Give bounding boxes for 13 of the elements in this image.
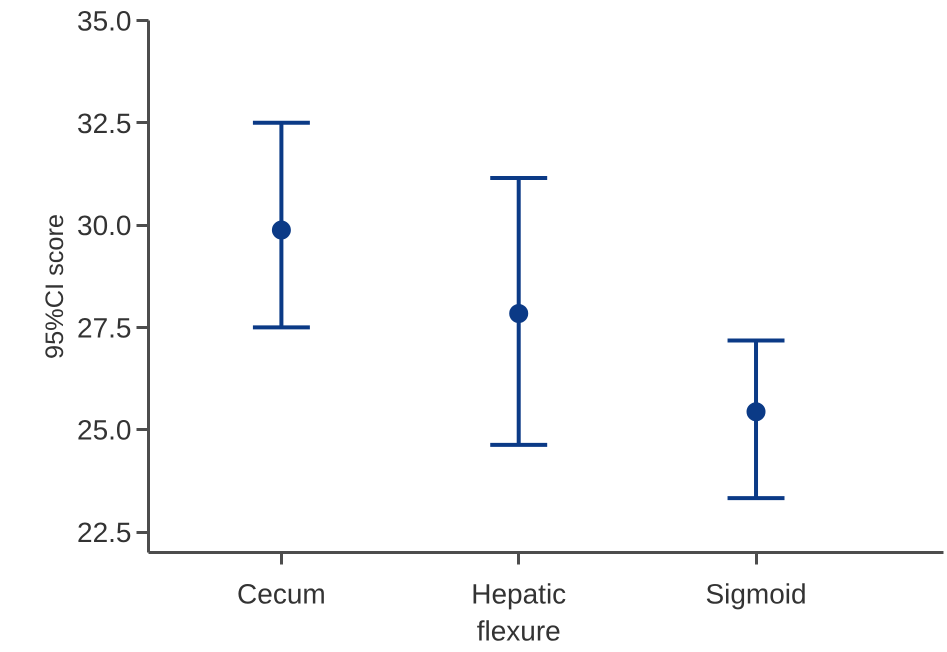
point (746, 402, 766, 422)
point (272, 220, 291, 240)
point (509, 304, 528, 323)
x-tick-label: Sigmoid (705, 578, 807, 610)
x-tick-label: Hepatic flexure (471, 578, 566, 647)
y-tick-label: 35.0 (77, 6, 132, 36)
y-tick-label: 27.5 (77, 312, 132, 344)
y-tick-label: 25.0 (77, 414, 132, 446)
y-tick-label: 22.5 (77, 517, 132, 548)
y-axis-title: 95%CI score (41, 214, 70, 359)
y-tick-label: 30.0 (77, 210, 132, 242)
x-tick-label: Cecum (237, 578, 326, 610)
y-tick-label: 32.5 (77, 108, 132, 139)
